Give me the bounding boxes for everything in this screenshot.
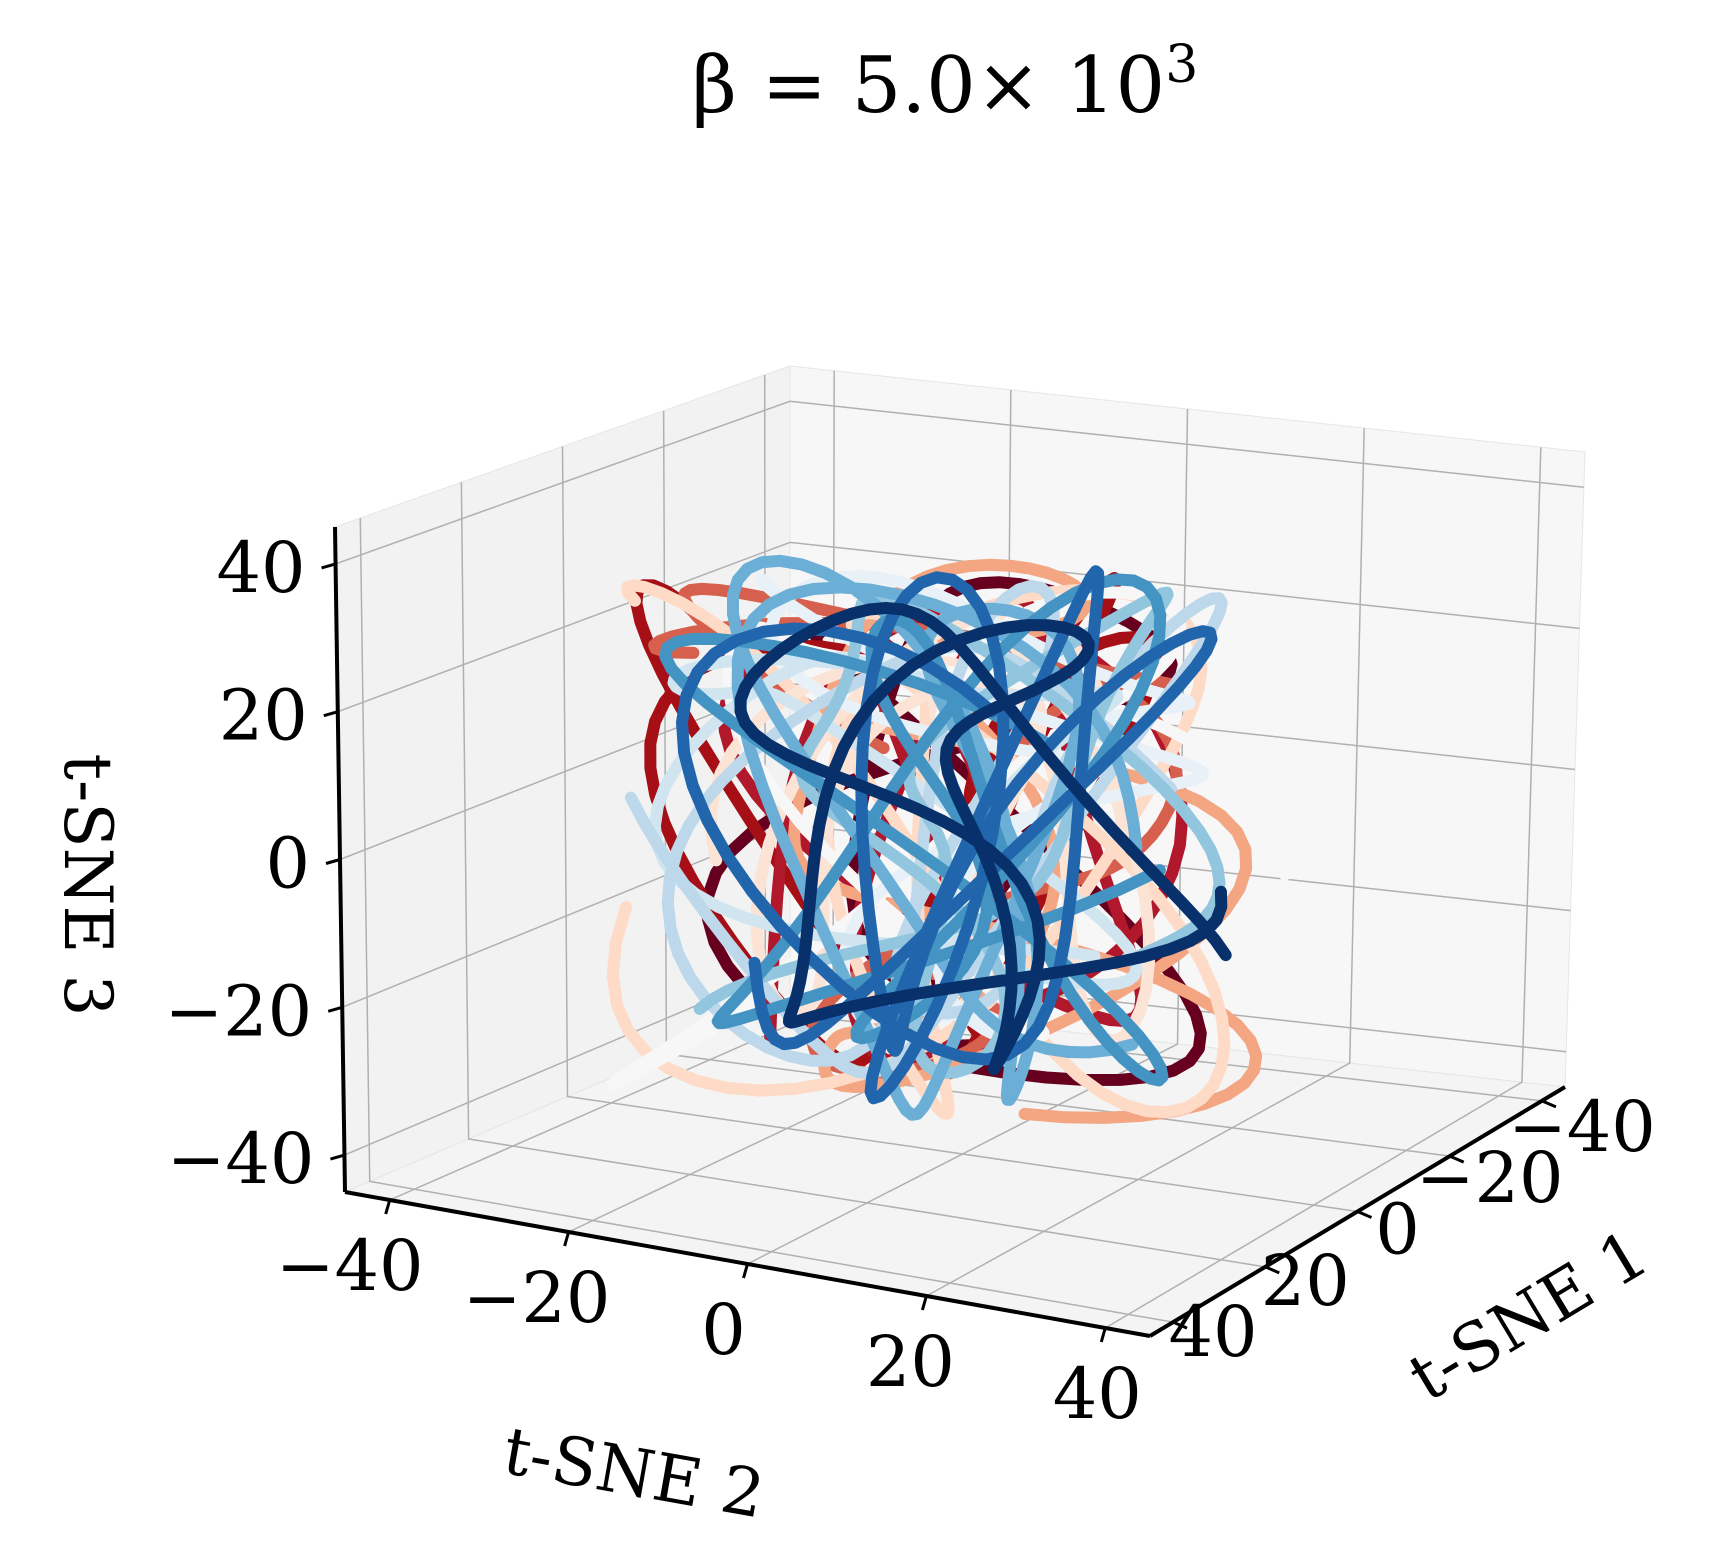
y-tick <box>384 1199 392 1215</box>
z-tick-label: 0 <box>265 823 310 905</box>
x-gridline <box>359 518 1174 1323</box>
z-tick <box>321 562 336 570</box>
y-tick-label: 0 <box>701 1289 746 1371</box>
title-exponent: 3 <box>1165 35 1198 95</box>
trajectory-line <box>676 565 1218 1105</box>
y-gridline <box>926 428 1365 1297</box>
z-tick-label: −20 <box>164 970 312 1052</box>
trajectory-curves <box>606 554 1291 1124</box>
y-tick-label: 40 <box>1053 1353 1142 1435</box>
z-tick-label: 40 <box>216 527 305 609</box>
x-tick <box>1449 1154 1465 1164</box>
x-tick-label: 0 <box>1375 1189 1420 1271</box>
y-axis-label: t-SNE 2 <box>498 1412 770 1533</box>
x-gridline <box>460 482 1266 1268</box>
z-gridline <box>335 400 1584 565</box>
y-gridline <box>1104 447 1542 1329</box>
y-tick <box>920 1295 928 1311</box>
x-gridline <box>561 446 1358 1213</box>
y-tick <box>1099 1327 1107 1343</box>
z-tick-label: 20 <box>219 675 308 757</box>
y-tick-label: −40 <box>276 1225 424 1307</box>
x-tick-label: 40 <box>1169 1291 1258 1373</box>
x-tick-label: −20 <box>1416 1137 1564 1219</box>
z-axis-label: t-SNE 3 <box>49 754 126 1017</box>
x-tick <box>1172 1320 1188 1330</box>
y-tick <box>563 1231 571 1247</box>
x-tick <box>1264 1265 1280 1275</box>
x-tick <box>1541 1099 1557 1109</box>
y-tick-label: −20 <box>463 1257 611 1339</box>
z-tick <box>330 1153 345 1161</box>
z-tick <box>325 858 341 865</box>
z-tick-label: −40 <box>167 1118 315 1200</box>
trajectory-line <box>734 602 1232 1076</box>
chart-title: β = 5.0× 103 <box>692 35 1199 131</box>
z-tick <box>323 710 339 718</box>
x-tick-label: 20 <box>1261 1240 1350 1322</box>
z-gridline <box>337 541 1580 713</box>
y-tick <box>742 1263 749 1279</box>
x-tick-label: −40 <box>1508 1086 1656 1168</box>
title-main: β = 5.0× 10 <box>692 41 1165 131</box>
x-tick <box>1356 1210 1373 1219</box>
x-axis-label: t-SNE 1 <box>1396 1215 1661 1416</box>
z-tick <box>327 1005 343 1013</box>
y-tick-label: 20 <box>866 1321 955 1403</box>
